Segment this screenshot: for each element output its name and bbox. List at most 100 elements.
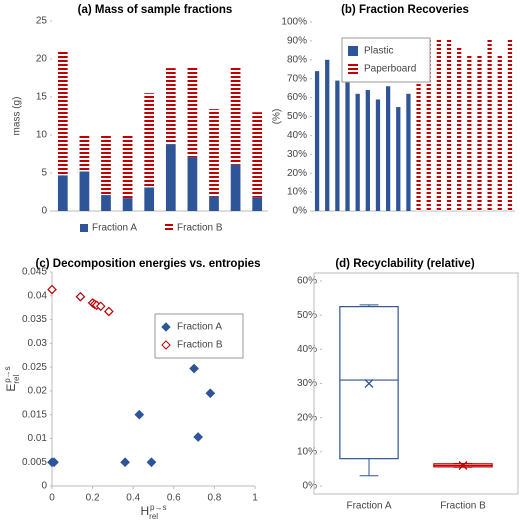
bar: [487, 39, 492, 212]
bar: [477, 54, 482, 211]
y-tick-label: 10: [36, 130, 48, 141]
bar: [165, 68, 176, 145]
bar: [365, 90, 370, 211]
y-tick-label: 20: [36, 54, 48, 65]
bar: [497, 54, 502, 211]
y-tick-label: 0.03: [28, 338, 48, 349]
y-tick-label: 0.01: [28, 433, 48, 444]
mean-marker: [458, 461, 468, 470]
bar: [144, 187, 155, 211]
y-tick-label: 0.025: [22, 362, 47, 373]
x-tick-label: 1: [252, 493, 258, 504]
legend-label: Fraction B: [177, 340, 223, 351]
bar: [122, 198, 133, 211]
bar: [446, 39, 452, 212]
bar: [101, 195, 111, 211]
y-tick-label: 90%: [287, 36, 307, 47]
bar: [396, 107, 401, 211]
legend-box: [154, 313, 244, 359]
bar: [345, 82, 350, 211]
y-tick-label: 0.02: [28, 386, 48, 397]
axis-label-main: E: [4, 384, 18, 392]
bar: [252, 197, 263, 211]
y-tick-label: 10%: [287, 187, 307, 198]
point: [205, 388, 216, 399]
y-tick-label: 0.045: [22, 267, 47, 278]
axis-label-sup: p→s: [3, 366, 12, 382]
axis-label: Erelp→s: [3, 366, 21, 391]
bar: [385, 86, 391, 211]
bar: [165, 144, 176, 211]
y-tick-label: 0%: [303, 481, 318, 492]
y-tick-label: 100%: [281, 17, 307, 28]
plot-frame: [313, 272, 519, 495]
bar: [507, 39, 513, 212]
bar: [375, 99, 381, 211]
y-tick-label: 40%: [297, 344, 317, 355]
point: [47, 284, 57, 295]
point: [120, 457, 130, 468]
bar: [187, 67, 198, 158]
bar: [467, 54, 472, 211]
y-tick-label: 0.04: [28, 290, 48, 301]
legend-swatch: [348, 46, 358, 56]
point: [103, 306, 114, 317]
legend-label: Fraction A: [92, 223, 137, 234]
legend-label: Paperboard: [364, 64, 416, 75]
chart-title: (d) Recyclability (relative): [335, 258, 474, 270]
bar: [252, 112, 263, 198]
y-tick-label: 20%: [287, 168, 307, 179]
y-tick-label: 10%: [297, 446, 317, 457]
bar: [144, 93, 155, 188]
bar: [79, 135, 90, 172]
axis-label-sub: rel: [149, 512, 158, 521]
x-tick-label: Fraction A: [346, 501, 391, 512]
point: [95, 301, 106, 312]
y-tick-label: 15: [36, 92, 48, 103]
axis-label-main: H: [140, 504, 149, 518]
bar: [230, 66, 241, 165]
y-tick-label: 0: [41, 206, 47, 217]
legend-swatch: [80, 224, 88, 232]
legend-label: Fraction A: [177, 322, 222, 333]
x-tick-label: 0.4: [126, 493, 140, 504]
point: [49, 457, 59, 468]
legend-swatch: [165, 224, 173, 232]
bar: [122, 135, 133, 199]
y-tick-label: 30%: [287, 149, 307, 160]
axis-label-sub: rel: [12, 375, 21, 384]
legend-label: Plastic: [364, 46, 393, 57]
mean-marker: [364, 379, 374, 388]
axis-label-sup: p→s: [150, 503, 166, 512]
bar: [57, 175, 68, 211]
bar: [57, 51, 68, 176]
y-tick-label: 40%: [287, 130, 307, 141]
bar: [457, 46, 462, 211]
bar: [314, 71, 320, 211]
point: [134, 409, 145, 420]
chart-title: (a) Mass of sample fractions: [78, 4, 233, 16]
bar: [325, 59, 330, 211]
y-tick-label: 0%: [293, 206, 308, 217]
x-tick-label: Fraction B: [440, 501, 486, 512]
x-tick-label: 0.2: [86, 493, 100, 504]
legend-box: [341, 37, 431, 83]
axis-label: mass (g): [12, 97, 23, 136]
bar: [426, 39, 431, 212]
bar: [416, 39, 421, 212]
bar: [101, 135, 111, 196]
y-tick-label: 0.005: [22, 457, 47, 468]
y-tick-label: 70%: [287, 73, 307, 84]
y-tick-label: 0.035: [22, 314, 47, 325]
y-tick-label: 60%: [287, 92, 307, 103]
bar: [230, 164, 241, 211]
chart-title: (c) Decomposition energies vs. entropies: [36, 258, 261, 270]
x-tick-label: 0.8: [207, 493, 221, 504]
legend-swatch: [161, 322, 171, 332]
axis-label: Hrelp→s: [140, 503, 166, 521]
bar: [79, 171, 90, 211]
y-tick-label: 5: [41, 168, 47, 179]
y-tick-label: 80%: [287, 54, 307, 65]
y-tick-label: 50%: [297, 310, 317, 321]
